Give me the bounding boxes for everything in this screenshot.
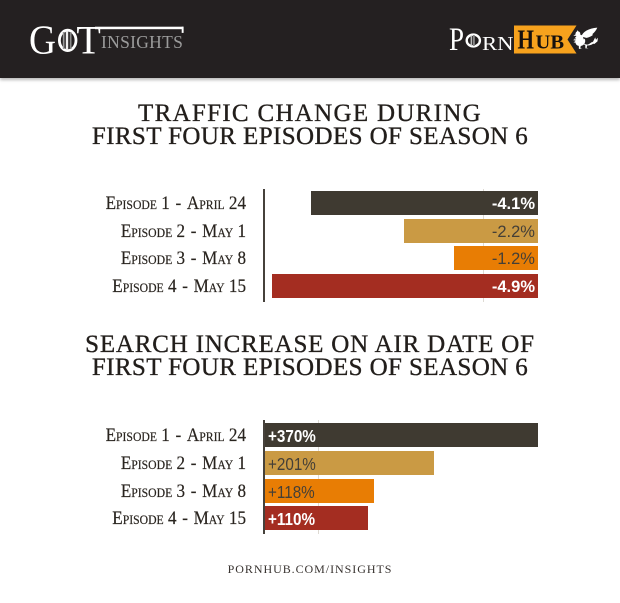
svg-text:H: H bbox=[518, 25, 535, 55]
svg-text:UB: UB bbox=[536, 32, 565, 54]
svg-text:T: T bbox=[76, 18, 100, 62]
svg-text:G: G bbox=[29, 18, 56, 62]
svg-text:P: P bbox=[449, 22, 464, 58]
svg-text:INSIGHTS: INSIGHTS bbox=[101, 32, 183, 52]
svg-text:RN: RN bbox=[482, 33, 514, 55]
